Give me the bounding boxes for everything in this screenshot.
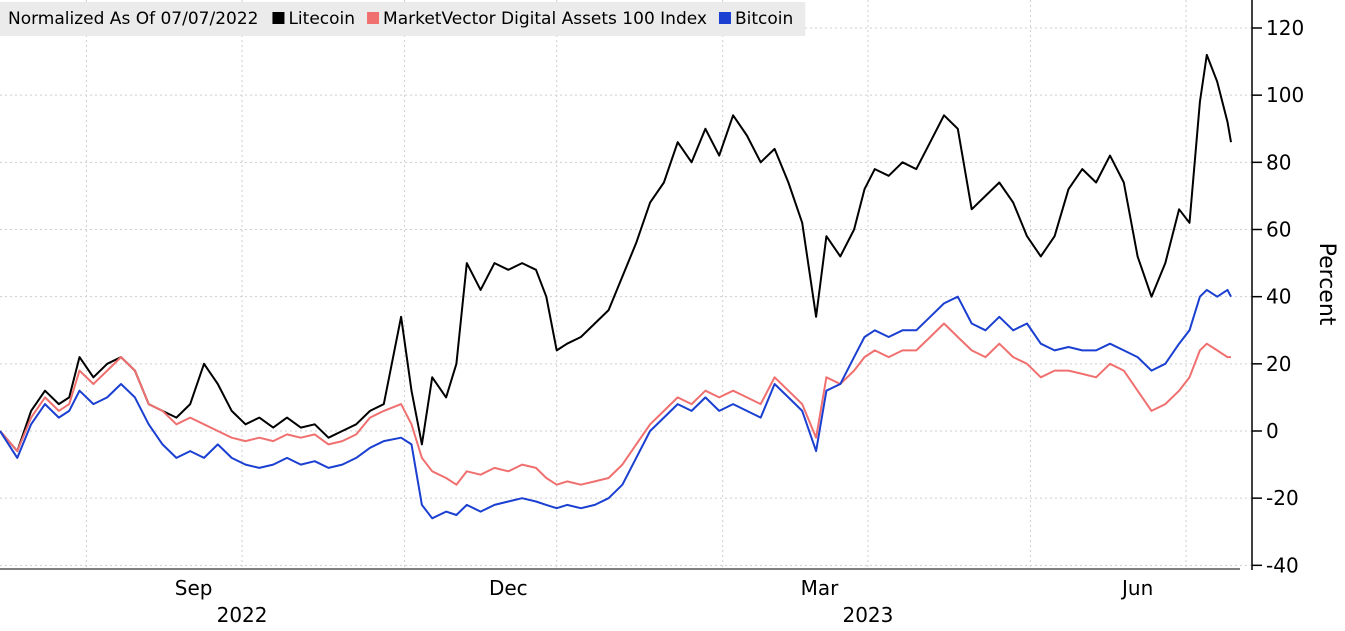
x-tick-label: Sep [175, 576, 213, 600]
legend-entry: Bitcoin [735, 9, 793, 29]
series-line-litecoin [0, 53, 1232, 453]
y-tick-label: 40 [1266, 285, 1291, 309]
y-tick-label: -20 [1266, 486, 1299, 510]
series-line-marketvector-digital-assets-100-index [0, 322, 1231, 486]
y-tick-label: -40 [1266, 553, 1299, 577]
legend-swatch [367, 12, 380, 24]
legend-prefix: Normalized As Of 07/07/2022 [8, 9, 258, 29]
x-year-label: 2023 [842, 603, 893, 627]
legend: Normalized As Of 07/07/2022 Litecoin Marke… [0, 2, 806, 36]
legend-swatch [718, 12, 731, 24]
series-lines [0, 53, 1232, 520]
y-tick-label: 20 [1266, 352, 1291, 376]
x-year-label: 2022 [217, 603, 268, 627]
legend-entry: MarketVector Digital Assets 100 Index [383, 9, 707, 29]
y-tick-label: 80 [1266, 150, 1291, 174]
x-tick-label: Mar [801, 576, 840, 600]
y-tick-label: 0 [1266, 419, 1279, 443]
x-tick-label: Dec [489, 576, 528, 600]
series-line-bitcoin [0, 288, 1232, 520]
legend-background [0, 2, 806, 36]
y-axis-title: Percent [1314, 243, 1339, 326]
legend-entry: Litecoin [288, 9, 355, 29]
y-tick-label: 120 [1266, 16, 1304, 40]
y-tick-label: 100 [1266, 83, 1304, 107]
grid [0, 0, 1252, 568]
legend-swatch [272, 12, 285, 24]
x-tick-label: Jun [1120, 576, 1153, 600]
y-tick-label: 60 [1266, 218, 1291, 242]
